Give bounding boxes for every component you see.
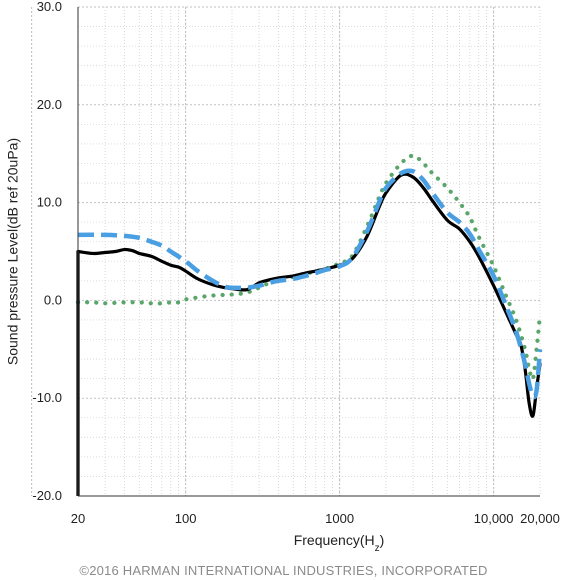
y-tick-label: 0.0 [44, 292, 62, 307]
y-tick-label: -10.0 [32, 390, 62, 405]
series-line-solid [76, 172, 542, 418]
grid-minor [77, 7, 541, 496]
y-tick-label: 20.0 [37, 97, 62, 112]
y-tick-labels: -20.0 -10.0 0.0 10.0 20.0 30.0 [32, 0, 62, 503]
copyright-notice: ©2016 HARMAN INTERNATIONAL INDUSTRIES, I… [79, 563, 488, 578]
y-tick-label: 30.0 [37, 0, 62, 14]
series-line-dotted [75, 153, 543, 382]
x-tick-label: 20 [71, 511, 85, 526]
frequency-response-chart: -20.0 -10.0 0.0 10.0 20.0 30.0 20 100 1000 10,00… [5, 0, 560, 554]
series-layer [75, 153, 543, 496]
series-line-dashed [77, 168, 543, 400]
x-tick-label: 20,000 [520, 511, 560, 526]
y-tick-label: 10.0 [37, 195, 62, 210]
y-axis-title: Sound pressure Level(dB ref 20uPa) [5, 138, 21, 365]
y-tick-label: -20.0 [32, 488, 62, 503]
x-tick-labels: 20 100 1000 10,000 20,000 [71, 511, 560, 526]
x-tick-label: 1000 [325, 511, 354, 526]
axes-layer [77, 7, 540, 497]
x-axis-title: Frequency(Hz) [294, 532, 385, 554]
grid-major [31, 6, 540, 497]
x-tick-label: 10,000 [474, 511, 514, 526]
x-tick-label: 100 [175, 511, 197, 526]
